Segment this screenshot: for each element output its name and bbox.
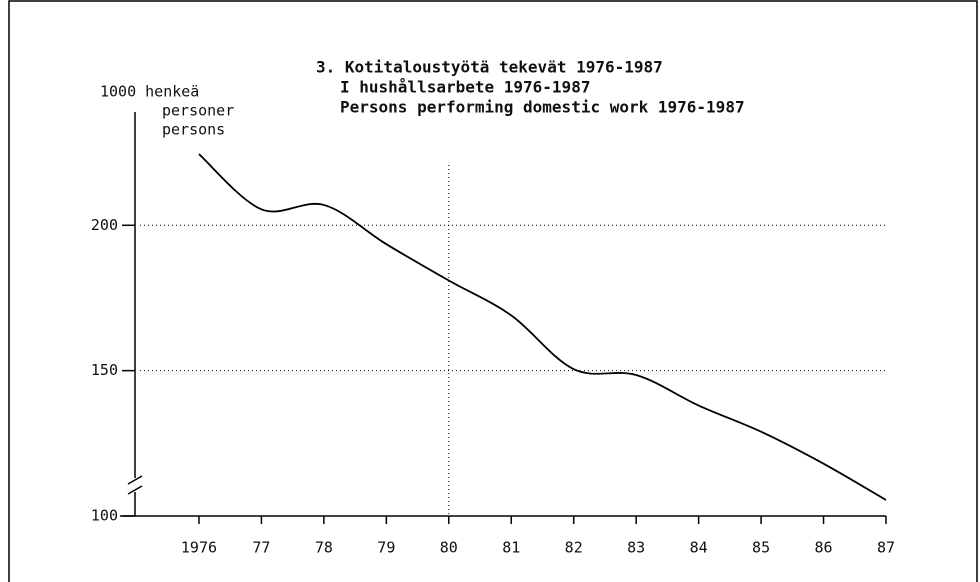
chart-title: 3. Kotitaloustyötä tekevät 1976-1987 xyxy=(316,58,663,77)
y-axis-label: 1000 henkeä xyxy=(100,83,199,101)
x-tick-label: 80 xyxy=(440,539,458,557)
chart-title: Persons performing domestic work 1976-19… xyxy=(340,98,745,117)
y-tick-label: 150 xyxy=(91,361,118,379)
x-tick-label: 83 xyxy=(627,539,645,557)
x-tick-label: 86 xyxy=(815,539,833,557)
axes xyxy=(120,112,886,517)
x-tick-label: 85 xyxy=(752,539,770,557)
x-tick-label: 79 xyxy=(377,539,395,557)
y-tick-label: 200 xyxy=(91,216,118,234)
line xyxy=(198,153,887,501)
chart-title: I hushållsarbete 1976-1987 xyxy=(340,78,590,97)
y-tick-label: 100 xyxy=(91,507,118,525)
x-tick-label: 77 xyxy=(252,539,270,557)
x-tick-label: 1976 xyxy=(181,539,217,557)
frame xyxy=(8,0,978,582)
x-tick-label: 84 xyxy=(690,539,708,557)
y-axis-label: personer xyxy=(162,102,234,120)
x-tick-label: 87 xyxy=(877,539,895,557)
y-axis-label: persons xyxy=(162,121,225,139)
x-tick-label: 81 xyxy=(502,539,520,557)
x-tick-label: 82 xyxy=(565,539,583,557)
x-tick-label: 78 xyxy=(315,539,333,557)
